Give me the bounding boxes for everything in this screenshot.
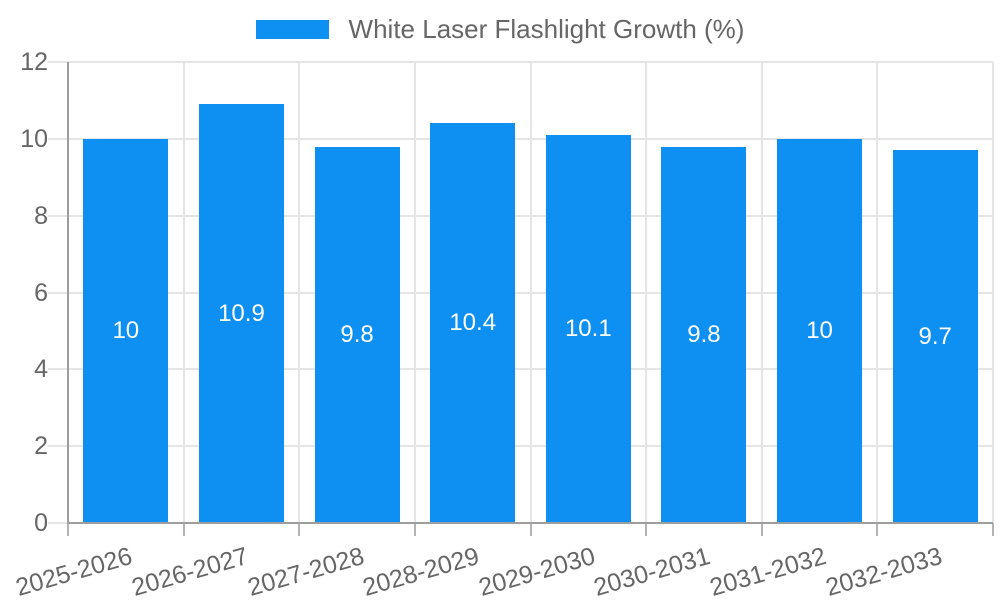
bar[interactable]: 9.7 — [892, 150, 978, 523]
x-tick-mark — [529, 523, 532, 536]
x-gridline — [413, 62, 416, 523]
y-gridline — [48, 137, 993, 140]
y-tick-label: 12 — [20, 48, 48, 76]
x-tick-label: 2028-2029 — [359, 542, 483, 600]
x-tick-label: 2030-2031 — [591, 542, 714, 600]
x-tick-label: 2031-2032 — [706, 542, 830, 600]
bar-value-label: 9.8 — [340, 320, 374, 348]
x-tick-mark — [645, 523, 648, 536]
x-tick-mark — [876, 523, 879, 536]
y-tick-label: 0 — [34, 509, 48, 537]
bar-value-label: 9.8 — [687, 320, 721, 348]
x-tick-mark — [992, 523, 994, 536]
legend-label: White Laser Flashlight Growth (%) — [348, 14, 745, 44]
bar-value-label: 10.9 — [218, 299, 265, 327]
y-gridline — [48, 61, 993, 63]
bar[interactable]: 10 — [83, 138, 169, 523]
y-tick-label: 10 — [20, 124, 48, 153]
y-tick-label: 6 — [34, 278, 48, 307]
y-tick-label: 2 — [34, 432, 48, 461]
bar[interactable]: 9.8 — [314, 146, 400, 523]
y-tick-label: 4 — [34, 355, 48, 384]
x-tick-mark — [413, 523, 416, 536]
x-gridline — [529, 62, 532, 523]
bar-value-label: 10.1 — [564, 315, 612, 342]
bar-value-label: 9.7 — [918, 322, 952, 350]
y-gridline — [48, 291, 993, 294]
x-gridline — [876, 62, 879, 523]
x-tick-label: 2029-2030 — [475, 542, 599, 600]
y-gridline — [48, 445, 993, 448]
x-gridline — [645, 62, 648, 523]
x-gridline — [182, 62, 185, 523]
x-tick-label: 2032-2033 — [822, 542, 945, 600]
bar-value-label: 10 — [806, 316, 833, 344]
y-tick-label: 8 — [34, 201, 48, 230]
x-tick-mark — [760, 523, 763, 536]
bar-value-label: 10.4 — [449, 309, 497, 337]
x-tick-mark — [182, 523, 185, 536]
legend-swatch — [255, 20, 329, 39]
bar[interactable]: 10.4 — [430, 123, 516, 523]
y-axis-line — [67, 62, 69, 523]
bar[interactable]: 10 — [777, 138, 863, 523]
x-tick-mark — [298, 523, 301, 536]
legend-item[interactable]: White Laser Flashlight Growth (%) — [255, 14, 745, 45]
bar[interactable]: 9.8 — [661, 146, 747, 523]
y-gridline — [48, 214, 993, 217]
x-gridline — [760, 62, 763, 523]
bar[interactable]: 10.9 — [198, 104, 284, 523]
x-gridline — [992, 62, 994, 523]
plot-area: 10 10.9 9.8 10.4 10.1 9.8 10 9.7 — [48, 61, 994, 524]
x-gridline — [298, 62, 301, 523]
legend: White Laser Flashlight Growth (%) — [0, 14, 1000, 45]
x-tick-label: 2027-2028 — [244, 542, 367, 600]
x-tick-label: 2025-2026 — [12, 542, 136, 600]
x-tick-mark — [67, 523, 69, 536]
bar[interactable]: 10.1 — [545, 135, 631, 523]
x-axis-line — [67, 522, 993, 524]
bar-value-label: 10 — [112, 316, 140, 344]
y-gridline — [48, 368, 993, 371]
x-tick-label: 2026-2027 — [128, 542, 252, 600]
